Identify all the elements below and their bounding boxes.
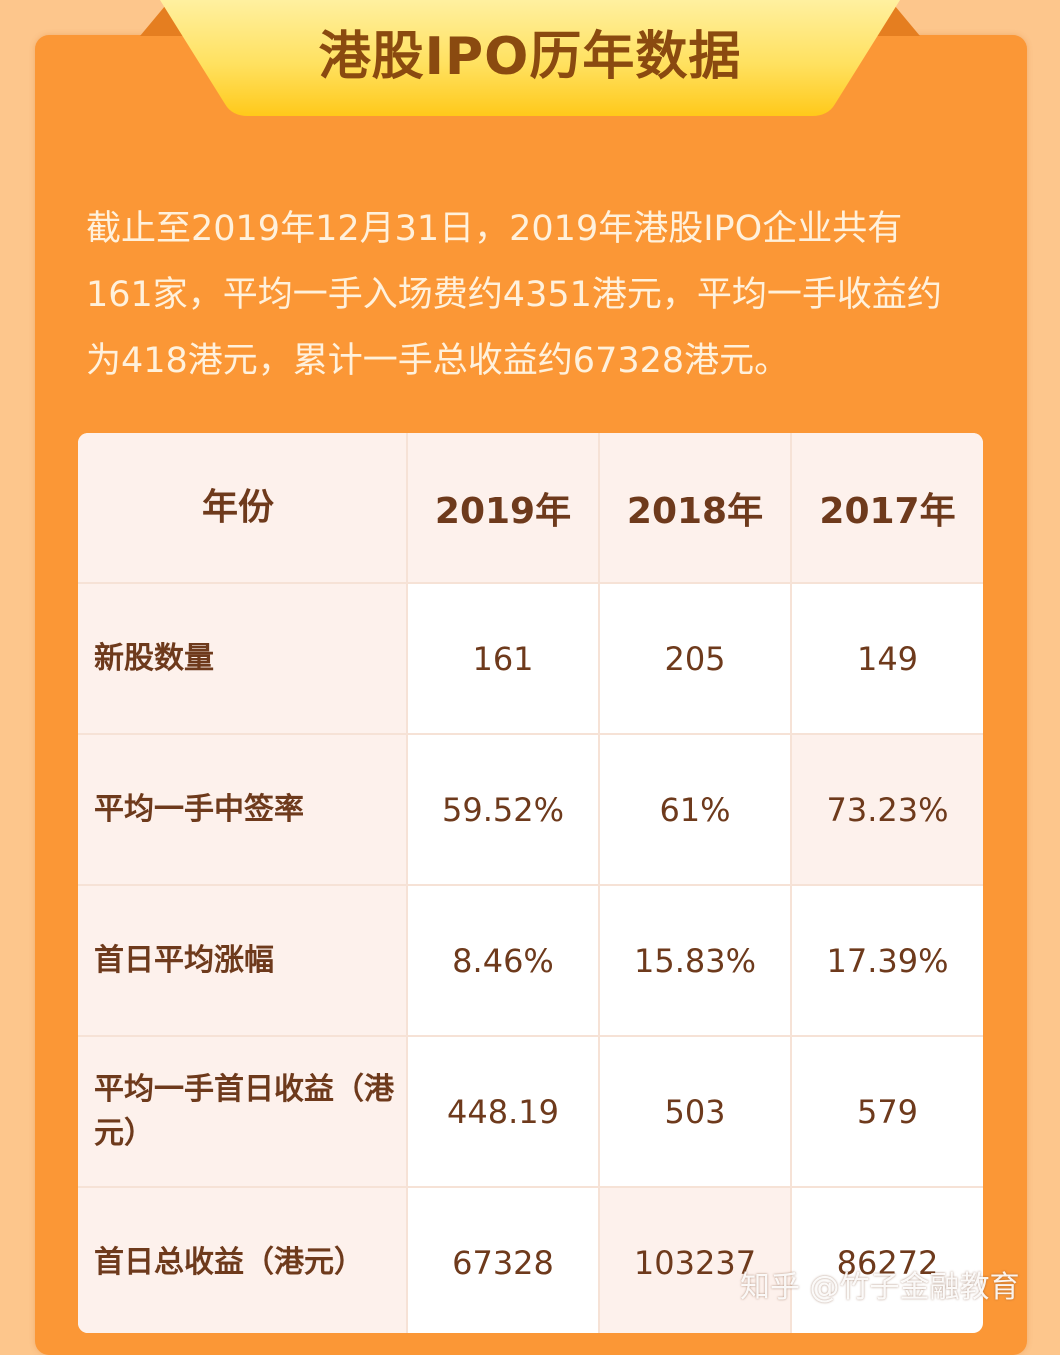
- ipo-data-table: 年份 2019年 2018年 2017年 新股数量 161 205 149 平均…: [78, 433, 983, 1333]
- row-label: 首日平均涨幅: [78, 886, 408, 1035]
- cell-2017: 17.39%: [826, 941, 949, 980]
- header-year-label: 年份: [78, 433, 408, 582]
- cell-2017: 73.23%: [792, 735, 983, 884]
- cell-2018: 15.83%: [600, 886, 792, 1035]
- table-row-total-first-day-profit: 首日总收益（港元） 67328 103237 86272: [78, 1188, 983, 1333]
- header-2017: 2017年: [792, 433, 983, 582]
- table-row-first-day-gain: 首日平均涨幅 8.46% 15.83% 17.39%: [78, 886, 983, 1037]
- header-2019: 2019年: [408, 433, 600, 582]
- intro-paragraph: 截止至2019年12月31日，2019年港股IPO企业共有161家，平均一手入场…: [86, 209, 942, 381]
- table-row-new-listings: 新股数量 161 205 149: [78, 584, 983, 735]
- title-banner: 港股IPO历年数据: [0, 0, 1060, 130]
- cell-2019: 8.46%: [408, 886, 600, 1035]
- cell-2019: 448.19: [408, 1037, 600, 1186]
- row-label: 平均一手中签率: [78, 735, 408, 884]
- table-row-avg-first-day-profit: 平均一手首日收益（港元） 448.19 503 579: [78, 1037, 983, 1188]
- row-label: 新股数量: [78, 584, 408, 733]
- page-title: 港股IPO历年数据: [318, 27, 742, 87]
- table-row-allotment-rate: 平均一手中签率 59.52% 61% 73.23%: [78, 735, 983, 886]
- ribbon-shape: [140, 0, 920, 116]
- cell-2017: 86272: [836, 1243, 939, 1282]
- table-header-row: 年份 2019年 2018年 2017年: [78, 433, 983, 584]
- watermark: 知乎 @竹子金融教育: [740, 1270, 1020, 1305]
- row-label: 平均一手首日收益（港元）: [78, 1037, 408, 1186]
- cell-2017: 579: [856, 1092, 919, 1131]
- cell-2017: 149: [856, 639, 919, 678]
- cell-2018: 61%: [600, 735, 792, 884]
- cell-2019: 67328: [408, 1188, 600, 1333]
- row-label: 首日总收益（港元）: [78, 1188, 408, 1333]
- cell-2019: 161: [408, 584, 600, 733]
- cell-2018: 503: [600, 1037, 792, 1186]
- header-2018: 2018年: [600, 433, 792, 582]
- cell-2018: 103237: [600, 1188, 792, 1333]
- cell-2018: 205: [600, 584, 792, 733]
- cell-2019: 59.52%: [408, 735, 600, 884]
